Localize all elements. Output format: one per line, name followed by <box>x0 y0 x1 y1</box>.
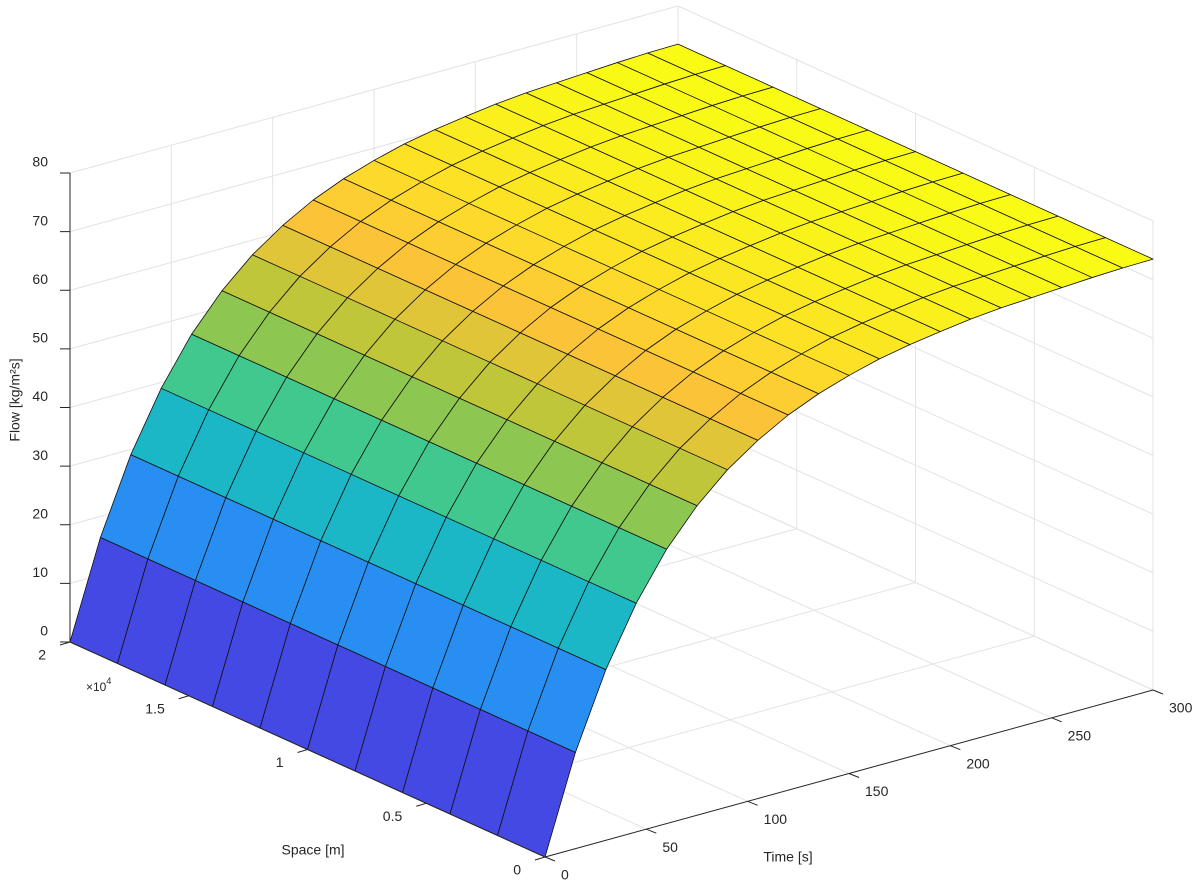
z-tick-label: 40 <box>32 388 48 404</box>
y-tick-label: 0 <box>513 862 521 878</box>
multiplier-power: 4 <box>106 676 111 686</box>
y-tick-label: 0.5 <box>383 808 403 824</box>
x-tick-label: 200 <box>966 755 990 771</box>
y-tick <box>534 856 546 861</box>
axes: 0102030405060708000.511.5205010015020025… <box>32 154 1192 883</box>
x-tick-label: 100 <box>764 811 788 827</box>
z-tick-label: 80 <box>32 154 48 170</box>
grid-line <box>677 5 1154 222</box>
x-tick-label: 0 <box>561 867 569 883</box>
z-tick-label: 0 <box>40 623 48 639</box>
y-tick-label: 2 <box>38 647 46 663</box>
y-tick <box>59 641 71 646</box>
grid-line <box>677 474 1154 691</box>
z-axis-label: Flow [kg/m²s] <box>7 358 23 441</box>
y-tick-label: 1.5 <box>145 700 165 716</box>
y-axis-label: Space [m] <box>281 842 344 858</box>
x-tick-label: 150 <box>865 783 889 799</box>
x-tick <box>646 828 657 834</box>
surface <box>69 43 1154 858</box>
z-tick-label: 20 <box>32 505 48 521</box>
x-tick-label: 250 <box>1068 728 1092 744</box>
x-tick <box>747 800 758 806</box>
x-tick-label: 50 <box>662 839 678 855</box>
z-tick-label: 30 <box>32 447 48 463</box>
x-axis-label: Time [s] <box>763 849 812 865</box>
y-tick <box>178 695 189 700</box>
grid-line <box>677 415 1154 632</box>
grid-line <box>69 5 679 174</box>
y-tick-label: 1 <box>276 754 284 770</box>
y-tick <box>416 802 427 807</box>
x-tick <box>1051 717 1062 723</box>
y-tick <box>297 749 308 753</box>
x-tick <box>848 773 860 778</box>
z-tick-label: 70 <box>32 212 48 228</box>
multiplier-base: ×10 <box>86 680 107 694</box>
y-multiplier: ×104 <box>86 676 111 694</box>
z-tick-label: 10 <box>32 564 48 580</box>
x-tick <box>950 745 961 751</box>
x-tick-label: 300 <box>1169 700 1193 716</box>
x-tick <box>544 856 556 862</box>
z-tick-label: 60 <box>32 271 48 287</box>
z-tick-label: 50 <box>32 330 48 346</box>
x-tick <box>1152 689 1164 695</box>
